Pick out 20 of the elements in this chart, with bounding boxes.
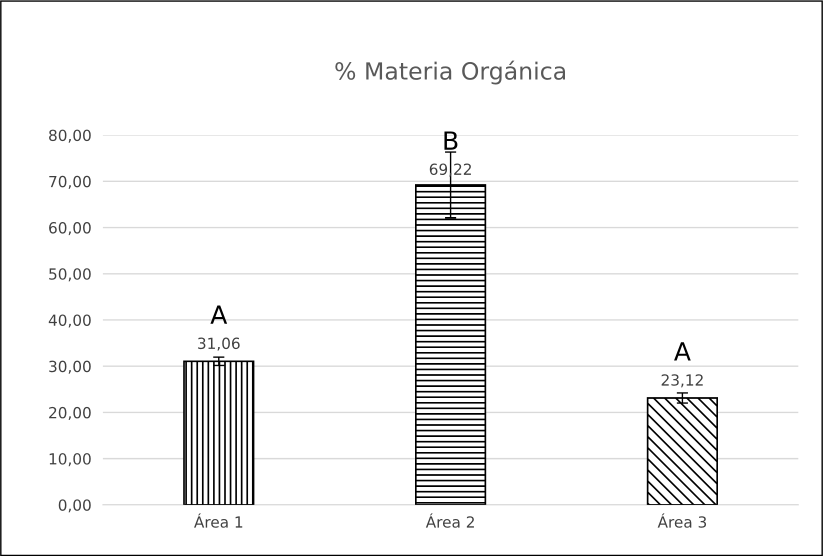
data-label: 31,06 [198,338,240,351]
bar [183,360,254,505]
y-tick-label: 20,00 [49,406,91,420]
annotation: B [444,131,458,150]
bar [646,397,718,505]
y-tick-label: 50,00 [49,268,91,282]
y-tick-label: 40,00 [48,314,91,328]
annotation: A [674,342,691,360]
annotation: A [210,306,228,324]
y-tick-label: 70,00 [49,176,91,189]
x-tick-label: Área 1 [194,513,242,528]
y-tick-label: 60,00 [49,222,91,236]
x-tick-label: Área 3 [658,513,706,528]
chart-title: % Materia Orgánica [335,60,566,84]
y-tick-label: 30,00 [49,360,91,374]
data-label: 23,12 [662,374,703,388]
y-tick-label: 10,00 [50,453,91,466]
y-tick-label: 80,00 [49,130,91,143]
y-tick-label: 0,00 [58,499,91,512]
x-tick-label: Área 2 [426,513,474,528]
